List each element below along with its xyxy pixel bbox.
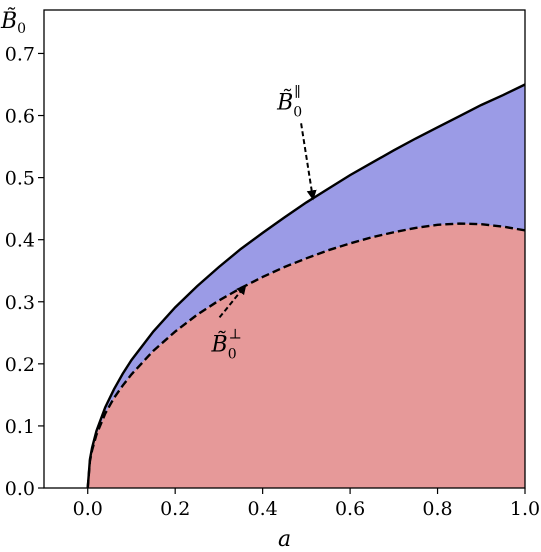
y-tick-label: 0.7 bbox=[5, 43, 35, 65]
x-tick-label: 1.0 bbox=[510, 498, 540, 520]
annotation-arrow bbox=[300, 123, 317, 201]
y-tick-label: 0.5 bbox=[5, 168, 35, 190]
plot-area bbox=[86, 83, 526, 489]
y-axis-label-sub: 0 bbox=[17, 21, 26, 37]
y-tick-label: 0.3 bbox=[5, 292, 35, 314]
annotations: B̃0∥ B̃0⊥ bbox=[211, 84, 317, 362]
x-tick-label: 0.0 bbox=[73, 498, 103, 520]
y-axis-label-symbol: B̃ bbox=[0, 8, 17, 34]
x-tick-label: 0.6 bbox=[335, 498, 365, 520]
fill-area-perpendicular bbox=[87, 223, 526, 489]
x-axis: 0.0 0.2 0.4 0.6 0.8 1.0 bbox=[73, 488, 540, 520]
series-line-perpendicular bbox=[86, 222, 526, 489]
y-tick-label: 0.6 bbox=[5, 106, 35, 128]
x-tick-label: 0.8 bbox=[422, 498, 452, 520]
series-line-parallel bbox=[86, 83, 526, 489]
y-tick-label: 0.1 bbox=[5, 416, 35, 438]
plot-frame bbox=[43, 9, 526, 489]
y-tick-label: 0.2 bbox=[5, 354, 35, 376]
y-axis-label: B̃0 bbox=[0, 8, 26, 37]
y-tick-label: 0.4 bbox=[5, 230, 35, 252]
y-tick-label: 0.0 bbox=[5, 478, 35, 500]
x-tick-label: 0.4 bbox=[248, 498, 278, 520]
annotation-label: B̃0∥ bbox=[276, 84, 302, 120]
y-axis: 0.0 0.1 0.2 0.3 0.4 0.5 0.6 0.7 bbox=[5, 43, 44, 500]
annotation-label: B̃0⊥ bbox=[211, 326, 242, 362]
x-tick-label: 0.2 bbox=[160, 498, 190, 520]
x-axis-label: a bbox=[278, 527, 291, 552]
annotation-arrow bbox=[218, 284, 247, 319]
